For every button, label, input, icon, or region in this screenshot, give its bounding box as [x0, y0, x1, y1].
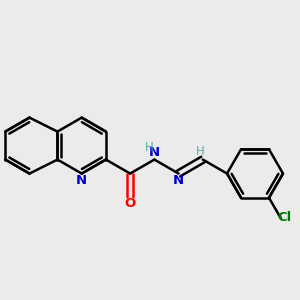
Text: H: H	[196, 145, 205, 158]
Text: N: N	[173, 173, 184, 187]
Text: O: O	[124, 197, 136, 210]
Text: H: H	[145, 141, 153, 154]
Text: N: N	[149, 146, 160, 159]
Text: N: N	[76, 173, 87, 187]
Text: Cl: Cl	[277, 211, 292, 224]
